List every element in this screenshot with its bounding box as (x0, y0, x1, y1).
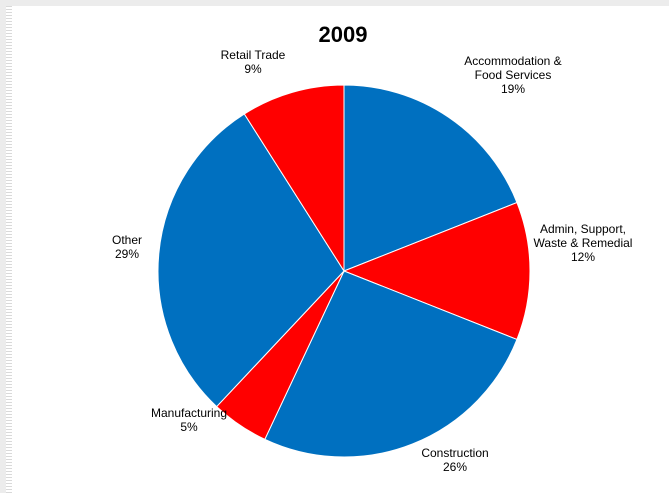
slice-label: Admin, Support, Waste & Remedial 12% (534, 222, 633, 264)
slice-name-label: Construction (421, 446, 488, 460)
slice-name-label: Admin, Support, (540, 222, 626, 236)
slice-value-label: 12% (571, 250, 595, 264)
pie-slices (157, 84, 531, 458)
slice-value-label: 5% (180, 420, 198, 434)
slice-value-label: 26% (443, 460, 467, 474)
slice-value-label: 19% (501, 82, 525, 96)
slice-name-label: Retail Trade (221, 48, 286, 62)
slice-name-label: Food Services (475, 68, 552, 82)
slice-label: Other 29% (112, 233, 142, 261)
pie-slice-retail-trade (243, 84, 345, 273)
slice-value-label: 9% (244, 62, 262, 76)
slice-name-label: Manufacturing (151, 406, 227, 420)
pie-slice-other (157, 113, 345, 408)
chart-title: 2009 (319, 22, 368, 47)
slice-label: Construction 26% (421, 446, 488, 474)
pie-labels: Accommodation & Food Services 19% Admin, Su… (112, 48, 632, 474)
slice-label: Manufacturing 5% (151, 406, 227, 434)
slice-name-label: Waste & Remedial (534, 236, 633, 250)
slice-value-label: 29% (115, 247, 139, 261)
slice-label: Accommodation & Food Services 19% (464, 54, 561, 96)
slice-label: Retail Trade 9% (221, 48, 286, 76)
pie-slice-admin-support-waste-remedial (342, 201, 531, 341)
pie-slice-construction (264, 270, 518, 458)
slice-name-label: Accommodation & (464, 54, 561, 68)
pie-slice-accommodation-food-services (343, 84, 518, 272)
slice-name-label: Other (112, 233, 142, 247)
